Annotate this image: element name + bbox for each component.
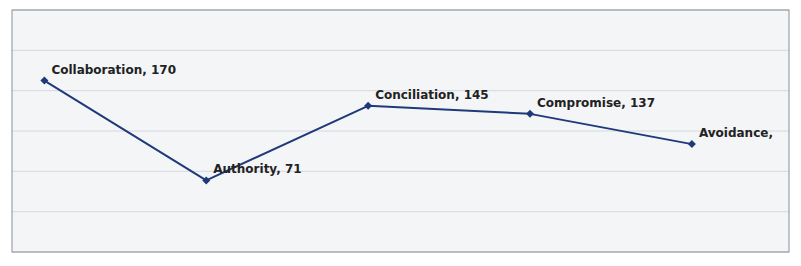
marker [526, 110, 534, 118]
marker [40, 77, 48, 85]
plot-background [12, 10, 789, 252]
plot-frame [12, 10, 789, 252]
marker [364, 102, 372, 110]
data-label: Avoidance, [699, 126, 773, 140]
chart: Collaboration, 170 Authority, 71 Conciliat… [0, 0, 801, 266]
series [40, 77, 696, 185]
grid [12, 10, 789, 252]
grid-line [12, 171, 789, 172]
data-label: Conciliation, 145 [375, 88, 489, 102]
marker [202, 176, 210, 184]
marker [688, 140, 696, 148]
grid-line [12, 50, 789, 51]
grid-line [12, 211, 789, 212]
line [44, 81, 692, 181]
data-label: Authority, 71 [213, 162, 301, 176]
data-labels: Collaboration, 170 Authority, 71 Conciliat… [51, 63, 773, 177]
data-label: Compromise, 137 [537, 96, 655, 110]
data-label: Collaboration, 170 [51, 63, 176, 77]
